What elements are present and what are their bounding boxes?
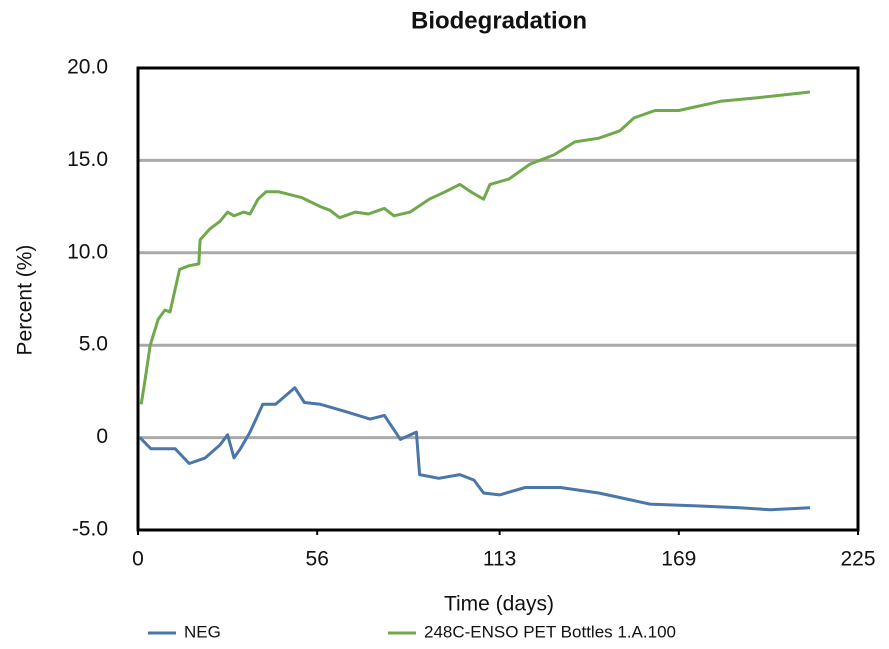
y-tick-label: 20.0	[67, 56, 108, 79]
y-tick-label: 5.0	[79, 333, 108, 356]
data-line	[138, 386, 811, 512]
x-tick-label: 56	[306, 548, 329, 571]
y-tick-label: -5.0	[72, 518, 108, 541]
y-tick-label: 0	[96, 425, 108, 448]
chart-title: Biodegradation	[411, 7, 587, 34]
y-tick-label: 15.0	[67, 148, 108, 171]
legend-label: 248C-ENSO PET Bottles 1.A.100	[424, 622, 676, 641]
x-tick-label: 225	[840, 548, 875, 571]
x-axis-label: Time (days)	[444, 593, 554, 616]
legend-label: NEG	[184, 622, 221, 641]
plot-frame	[136, 66, 860, 532]
y-tick-label: 10.0	[67, 240, 108, 263]
x-tick-label: 169	[661, 548, 696, 571]
x-tick-label: 113	[483, 548, 516, 571]
y-axis-label: Percent (%)	[14, 245, 37, 356]
data-line	[139, 90, 811, 405]
x-tick-label: 0	[132, 548, 144, 571]
